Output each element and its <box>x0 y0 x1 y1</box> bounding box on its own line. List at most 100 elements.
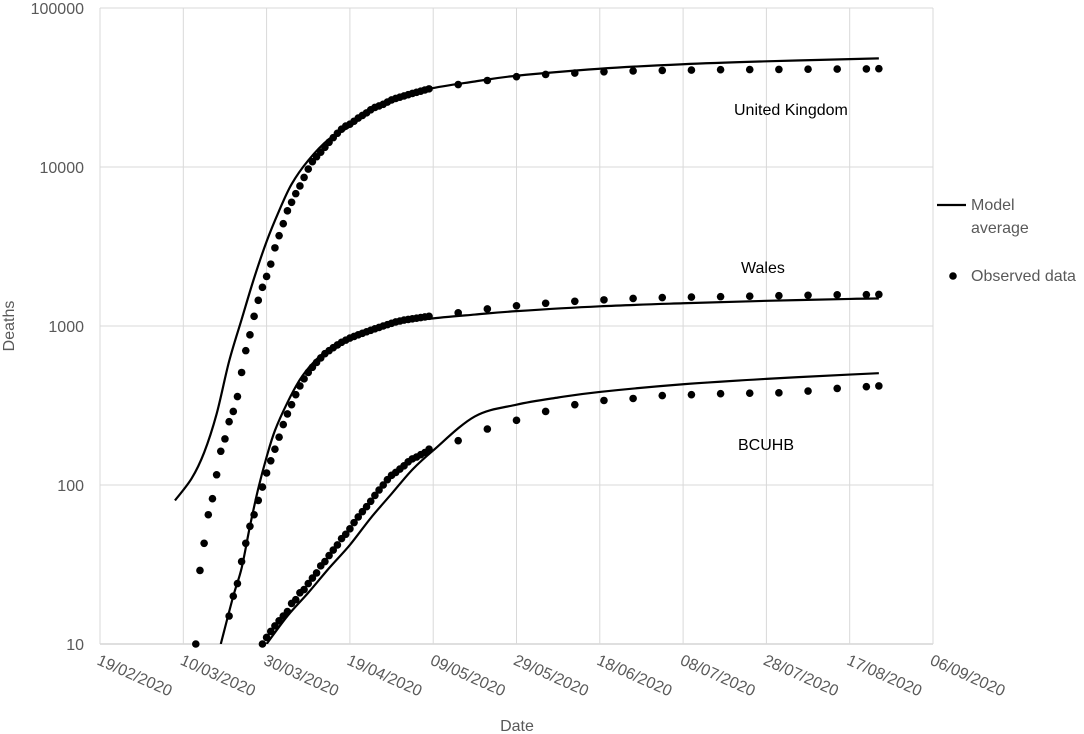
observed-point <box>483 305 492 313</box>
observed-point <box>229 407 238 416</box>
observed-point <box>716 65 725 74</box>
observed-point <box>366 497 375 506</box>
observed-point <box>862 65 871 73</box>
x-tick-label: 09/05/2020 <box>428 652 508 700</box>
y-tick-label: 100000 <box>31 1 84 18</box>
observed-point <box>241 346 250 355</box>
x-tick-label: 18/06/2020 <box>594 652 674 700</box>
observed-point <box>454 80 462 89</box>
observed-point <box>775 389 783 397</box>
observed-point <box>275 433 283 441</box>
observed-point <box>237 368 246 377</box>
observed-point <box>279 219 288 228</box>
observed-point <box>221 435 229 443</box>
observed-point <box>346 525 354 533</box>
observed-point <box>454 436 462 445</box>
observed-point <box>600 67 608 76</box>
y-axis-title: Deaths <box>1 301 18 352</box>
observed-point <box>262 469 271 477</box>
observed-point <box>254 296 263 305</box>
observed-point <box>687 66 696 74</box>
observed-point <box>300 375 308 383</box>
observed-point <box>775 65 783 74</box>
observed-point <box>716 389 725 398</box>
observed-point <box>291 189 300 198</box>
observed-point <box>283 207 292 215</box>
observed-point <box>246 522 254 531</box>
observed-point <box>266 627 275 636</box>
observed-point <box>283 410 292 418</box>
observed-point <box>233 579 242 588</box>
observed-point <box>250 510 258 519</box>
observed-point <box>279 420 288 429</box>
observed-point <box>271 622 279 630</box>
observed-point <box>833 65 842 73</box>
observed-point <box>687 293 696 301</box>
y-tick-label: 10000 <box>40 160 85 177</box>
observed-point <box>283 607 292 616</box>
observed-point <box>541 70 550 79</box>
observed-point <box>254 496 263 505</box>
observed-point <box>629 67 637 75</box>
observed-point <box>233 392 242 401</box>
observed-point <box>225 417 233 426</box>
observed-point <box>875 290 883 299</box>
observed-point <box>266 456 275 465</box>
observed-point <box>600 396 608 405</box>
observed-point <box>350 518 358 527</box>
observed-point <box>287 400 296 409</box>
y-tick-label: 1000 <box>48 319 84 336</box>
observed-point <box>862 382 871 391</box>
observed-point <box>833 291 842 299</box>
observed-point <box>483 425 492 433</box>
observed-point <box>258 483 267 491</box>
x-tick-label: 29/05/2020 <box>511 652 591 700</box>
x-tick-label: 08/07/2020 <box>677 652 757 700</box>
observed-point <box>425 85 433 93</box>
observed-point <box>512 301 521 310</box>
observed-point <box>304 579 313 588</box>
observed-point <box>658 293 667 302</box>
observed-point <box>300 173 308 182</box>
observed-point <box>250 312 258 321</box>
observed-point <box>225 612 233 620</box>
observed-point <box>745 65 754 74</box>
observed-point <box>658 66 667 75</box>
observed-point <box>216 447 225 456</box>
observed-point <box>296 382 304 390</box>
observed-point <box>658 391 667 400</box>
x-tick-label: 17/08/2020 <box>844 652 924 700</box>
observed-point <box>304 368 313 377</box>
observed-point <box>291 595 300 604</box>
observed-point <box>308 574 317 582</box>
observed-point <box>300 585 308 594</box>
observed-point <box>196 566 204 575</box>
observed-point <box>425 445 433 453</box>
x-tick-label: 10/03/2020 <box>178 652 258 700</box>
observed-point <box>212 470 221 479</box>
x-tick-label: 28/07/2020 <box>761 652 841 700</box>
observed-point <box>571 297 579 306</box>
x-tick-label: 19/02/2020 <box>94 652 174 700</box>
observed-point <box>321 557 329 566</box>
x-tick-label: 06/09/2020 <box>927 652 1007 700</box>
observed-point <box>687 390 696 399</box>
y-tick-label: 10 <box>66 637 84 654</box>
observed-point <box>287 198 296 207</box>
observed-point <box>833 384 842 393</box>
observed-point <box>371 491 379 500</box>
observed-point <box>629 294 637 303</box>
observed-point <box>271 244 279 252</box>
observed-point <box>875 382 883 390</box>
observed-point <box>354 513 363 521</box>
observed-point <box>775 291 783 300</box>
observed-point <box>512 416 521 425</box>
observed-point <box>629 394 637 403</box>
observed-point <box>571 400 579 409</box>
legend-dot-key <box>949 272 957 280</box>
observed-point <box>804 65 812 74</box>
observed-point <box>262 633 271 642</box>
legend-model-label: Model average <box>971 197 1029 237</box>
observed-point <box>329 546 338 554</box>
